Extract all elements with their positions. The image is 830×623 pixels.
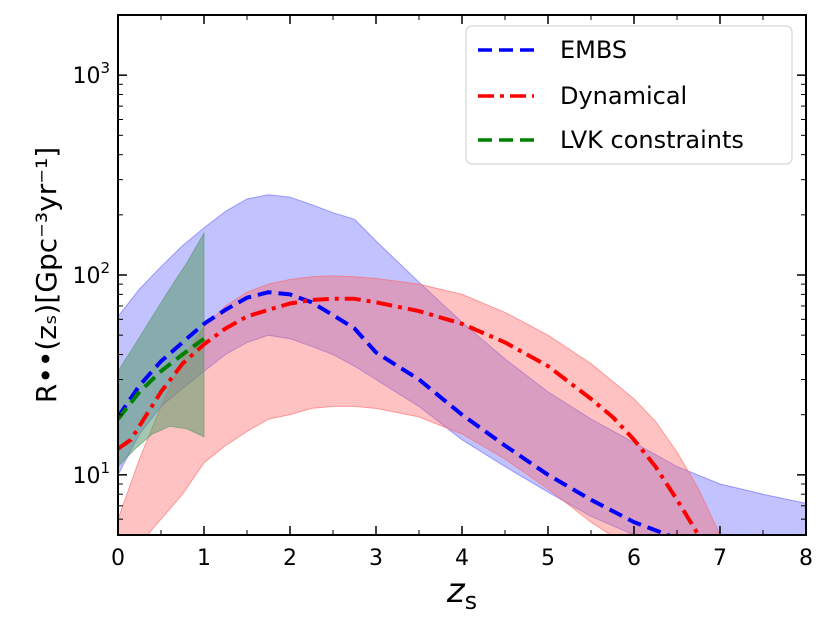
series-lines [118,290,701,535]
x-tick-label: 7 [713,546,727,571]
y-tick-label: 101 [72,459,110,489]
x-tick-label: 5 [541,546,555,571]
band-dynamical [118,275,721,535]
x-tick-label: 4 [455,546,469,571]
x-tick-labels: 0 1 2 3 4 5 6 7 8 [111,546,813,571]
band-lvk-constraints [118,231,205,468]
x-tick-label: 1 [197,546,211,571]
legend-box [465,25,793,165]
legend-label-dynamical: Dynamical [560,82,687,110]
legend: EMBS Dynamical LVK constraints [465,25,793,165]
plot-frame [117,14,807,536]
x-tick-label: 0 [111,546,125,571]
x-axis-label: zs [446,571,477,615]
x-tick-label: 3 [369,546,383,571]
legend-label-lvk: LVK constraints [560,126,744,154]
legend-label-embs: EMBS [560,36,627,64]
line-dynamical [118,296,701,535]
y-tick-label: 102 [72,259,110,289]
x-tick-label: 8 [799,546,813,571]
x-tick-label: 6 [627,546,641,571]
confidence-bands [118,194,806,535]
x-tick-label: 2 [283,546,297,571]
line-lvk-constraints [118,337,206,421]
line-embs [118,290,674,535]
y-tick-labels: 101 102 103 [72,59,110,489]
y-axis-label: R••(zₛ)[Gpc⁻³yr⁻¹] [30,147,63,403]
y-tick-label: 103 [72,59,110,89]
